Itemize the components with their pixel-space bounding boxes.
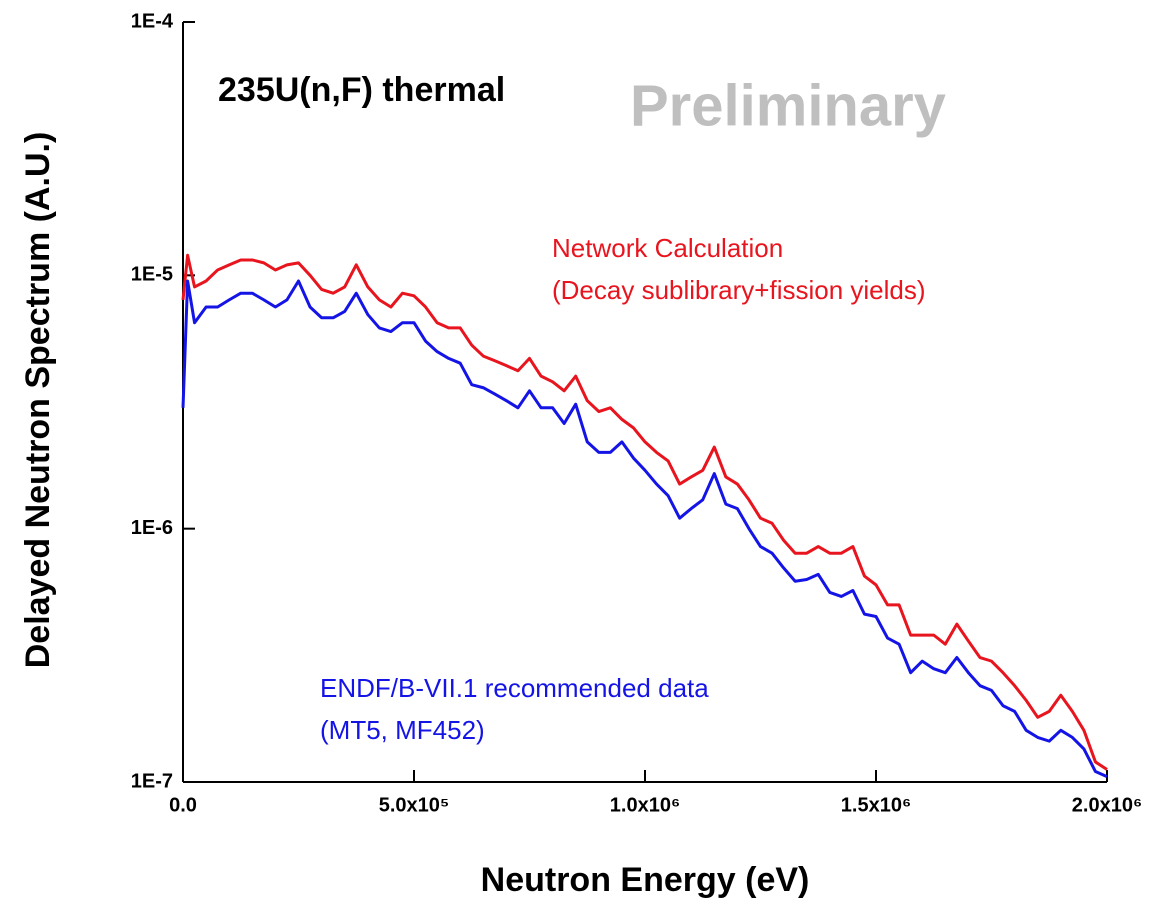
series-label: (Decay sublibrary+fission yields) — [552, 275, 926, 305]
watermark: Preliminary — [630, 73, 946, 138]
x-tick-label: 1.5x10⁶ — [841, 794, 911, 816]
series-line — [181, 253, 1108, 771]
y-tick-label: 1E-7 — [131, 770, 173, 792]
y-tick-label: 1E-4 — [131, 10, 174, 32]
x-tick-label: 5.0x10⁵ — [379, 794, 450, 816]
y-tick-label: 1E-6 — [131, 517, 173, 539]
x-tick-label: 1.0x10⁶ — [610, 794, 680, 816]
x-tick-label: 2.0x10⁶ — [1072, 794, 1142, 816]
series-label: Network Calculation — [552, 233, 783, 263]
series-label: (MT5, MF452) — [320, 715, 485, 745]
x-tick-label: 0.0 — [169, 794, 197, 816]
series-line — [181, 279, 1108, 779]
y-axis-label: Delayed Neutron Spectrum (A.U.) — [19, 132, 57, 669]
chart-title: 235U(n,F) thermal — [218, 71, 505, 109]
x-axis-label: Neutron Energy (eV) — [481, 861, 810, 899]
y-tick-label: 1E-5 — [131, 264, 173, 286]
series-label: ENDF/B-VII.1 recommended data — [320, 673, 709, 703]
